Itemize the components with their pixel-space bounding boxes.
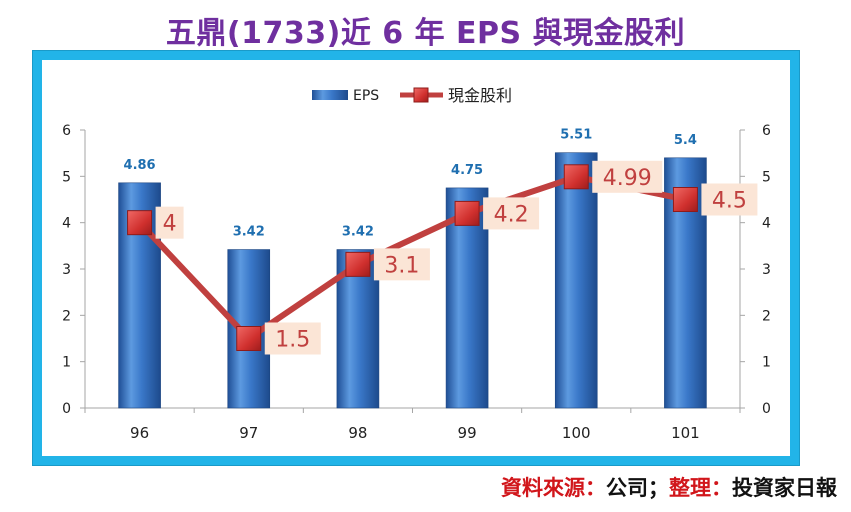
y-tick-label: 0 <box>62 401 71 417</box>
x-tick-label: 97 <box>239 424 258 442</box>
chart-title: 五鼎(1733)近 6 年 EPS 與現金股利 <box>165 16 686 51</box>
dividend-marker <box>236 326 262 351</box>
dividend-label-bg <box>701 183 758 216</box>
y2-tick-label: 2 <box>762 308 771 324</box>
dividend-label-bg <box>483 197 540 230</box>
dividend-label-bg <box>155 206 184 239</box>
source-note: 資料來源：公司；整理：投資家日報 <box>501 472 837 502</box>
y-tick-label: 3 <box>62 262 71 278</box>
eps-data-label: 3.42 <box>342 225 374 240</box>
legend-eps-swatch <box>312 90 348 100</box>
dividend-label-bg <box>264 322 321 355</box>
y-tick-label: 4 <box>62 216 71 232</box>
legend-eps-label: EPS <box>353 88 379 104</box>
x-tick-label: 100 <box>562 424 591 442</box>
dividend-marker <box>454 200 480 226</box>
y2-tick-label: 1 <box>762 355 771 371</box>
eps-data-label: 5.4 <box>674 133 697 148</box>
y-tick-label: 5 <box>62 169 71 185</box>
dividend-marker <box>672 187 698 212</box>
eps-data-label: 4.86 <box>124 158 156 173</box>
dividend-data-label: 4 <box>163 212 177 237</box>
dividend-data-label: 4.5 <box>712 189 747 214</box>
y-tick-label: 6 <box>62 123 71 139</box>
editor-value: 投資家日報 <box>732 476 837 500</box>
dividend-marker <box>127 210 153 236</box>
x-tick-label: 101 <box>671 424 700 442</box>
line-group: 4 1.5 3.1 4.2 4.99 4.5 <box>127 160 758 355</box>
eps-data-label: 4.75 <box>451 163 483 178</box>
eps-data-label: 3.42 <box>233 225 265 240</box>
legend-dividend-label: 現金股利 <box>448 86 512 105</box>
dividend-label-bg <box>592 160 663 193</box>
x-tick-label: 99 <box>458 424 477 442</box>
axes-group: 0 1 2 3 4 5 6 0 1 2 3 4 5 6 96 97 98 99 100 101 <box>62 123 771 442</box>
eps-data-label: 5.51 <box>560 128 592 143</box>
editor-label: 整理： <box>669 476 732 500</box>
dividend-data-label: 4.99 <box>603 166 652 191</box>
x-tick-label: 98 <box>348 424 367 442</box>
y2-tick-label: 0 <box>762 401 771 417</box>
y2-tick-label: 6 <box>762 123 771 139</box>
dividend-data-label: 4.2 <box>494 202 529 227</box>
y-tick-label: 2 <box>62 308 71 324</box>
dividend-data-label: 1.5 <box>275 328 310 353</box>
x-tick-label: 96 <box>130 424 149 442</box>
y2-tick-label: 3 <box>762 262 771 278</box>
y2-tick-label: 5 <box>762 169 771 185</box>
dividend-marker <box>345 251 371 277</box>
dividend-marker <box>563 164 589 190</box>
dividend-label-bg <box>373 248 430 281</box>
y2-tick-label: 4 <box>762 216 771 232</box>
dividend-data-label: 3.1 <box>384 253 419 278</box>
legend-dividend-marker <box>413 87 429 103</box>
source-label: 資料來源： <box>501 476 606 500</box>
legend-group: EPS 現金股利 <box>312 86 512 105</box>
y-tick-label: 1 <box>62 355 71 371</box>
source-value: 公司； <box>606 476 669 500</box>
eps-bar <box>554 152 598 409</box>
